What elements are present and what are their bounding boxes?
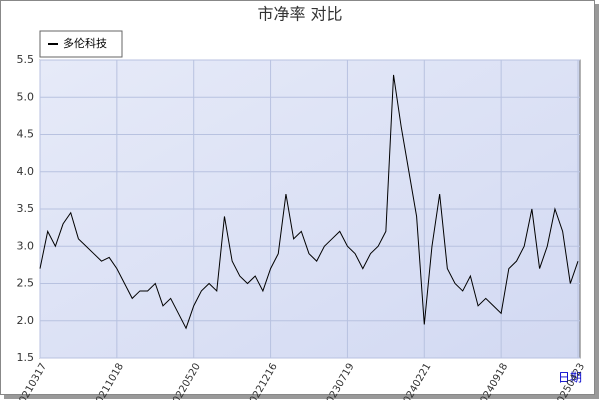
chart-title: 市净率 对比	[257, 5, 342, 24]
legend-label: 多伦科技	[63, 36, 107, 50]
line	[39, 74, 579, 330]
shadow	[4, 395, 598, 399]
shadow	[595, 4, 599, 399]
y-tick-label: 4.0	[17, 165, 35, 178]
y-tick-label: 2.5	[17, 277, 35, 290]
y-tick-label: 1.5	[17, 351, 35, 364]
y-tick-label: 5.5	[17, 53, 35, 66]
y-tick-label: 4.5	[17, 128, 35, 141]
x-axis-label: 日期	[558, 371, 582, 385]
y-tick-label: 5.0	[17, 90, 35, 103]
y-tick-label: 3.0	[17, 239, 35, 252]
y-tick-label: 2.0	[17, 314, 35, 327]
y-tick-label: 3.5	[17, 202, 35, 215]
